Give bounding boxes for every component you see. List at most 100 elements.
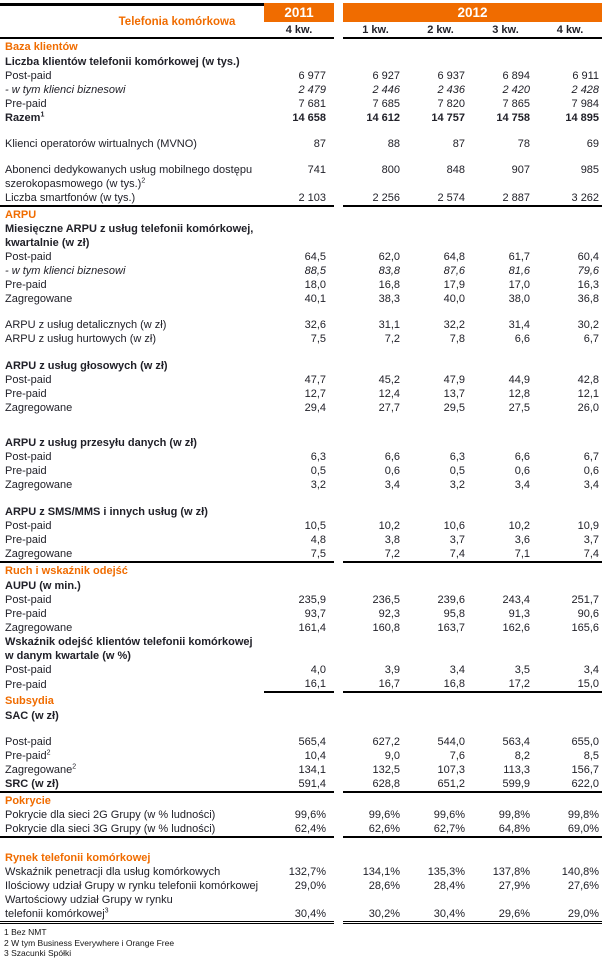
value-cell: 0,5 [310, 465, 326, 477]
value-cell: 2 479 [298, 84, 326, 96]
value-cell: 4,0 [310, 664, 326, 676]
value-cell: 0,6 [514, 465, 530, 477]
spacer-row [0, 723, 602, 735]
value-cell: 7 820 [437, 98, 465, 110]
value-cell: 848 [446, 164, 465, 176]
group-row: SAC (w zł) [0, 708, 602, 723]
footnote: 3 Szacunki Spółki [4, 948, 72, 958]
data-row: Pre-paid 4,8 3,8 3,7 3,6 3,7 [0, 533, 602, 547]
section-row: Pokrycie [0, 793, 602, 808]
value-cell: 60,4 [577, 251, 600, 263]
column-gap [334, 318, 343, 332]
row-label: Post-paid [0, 450, 264, 464]
footnote-marker: 2 [46, 749, 51, 757]
data-row: Zagregowane 161,4 160,8 163,7 162,6 165,6 [0, 621, 602, 635]
value-cell: 87 [313, 138, 326, 150]
column-gap [334, 808, 343, 822]
data-row: - w tym klienci biznesowi 88,5 83,8 87,6 81,… [0, 264, 602, 278]
column-gap [334, 163, 343, 191]
value-cell: 3,8 [384, 534, 400, 546]
spacer-cell [0, 838, 602, 850]
value-cell: 27,6% [567, 880, 600, 892]
row-label: Zagregowane [0, 547, 264, 563]
row-label: Post-paid [0, 735, 264, 749]
value-cell: 81,6 [508, 265, 530, 277]
column-gap [334, 191, 343, 207]
value-cell: 7,4 [538, 547, 602, 563]
kpi-table: Telefonia komórkowa 2011 2012 4 kw. 1 kw… [0, 3, 602, 924]
value-cell: 3,4 [514, 479, 530, 491]
value-cell: 3 262 [538, 191, 602, 207]
spacer-cell [0, 151, 602, 163]
value-cell: 47,9 [443, 374, 465, 386]
footnote-marker: 1 [40, 111, 45, 119]
value-cell: 30,4% [264, 893, 334, 924]
quarter-header: 4 kw. [264, 22, 334, 39]
column-gap [334, 97, 343, 111]
row-label: - w tym klienci biznesowi [0, 264, 264, 278]
row-label: Zagregowane2 [0, 763, 264, 777]
value-cell: 7,8 [449, 333, 465, 345]
value-cell: 140,8% [561, 866, 600, 878]
value-cell: 8,2 [514, 750, 530, 762]
value-cell: 3,7 [583, 534, 600, 546]
group-label-text: Miesięczne ARPU z usług telefonii komórk… [5, 223, 254, 249]
column-gap [334, 83, 343, 97]
value-cell: 135,3% [427, 866, 465, 878]
row-label-text: - w tym klienci biznesowi [5, 265, 126, 277]
row-label-text: Post-paid [5, 736, 52, 748]
value-cell: 32,6 [304, 319, 326, 331]
group-row: ARPU z usług głosowych (w zł) [0, 358, 602, 373]
value-cell: 93,7 [304, 608, 326, 620]
value-cell: 162,6 [502, 622, 530, 634]
value-cell: 40,0 [443, 293, 465, 305]
value-cell: 3,4 [583, 479, 600, 491]
value-cell: 591,4 [264, 777, 334, 793]
row-label-text: Zagregowane [5, 622, 73, 634]
value-cell: 2 420 [502, 84, 530, 96]
value-cell: 7,5 [264, 547, 334, 563]
value-cell: 36,8 [577, 293, 600, 305]
column-gap [334, 749, 343, 763]
section-label: Pokrycie [5, 794, 51, 807]
column-gap [334, 478, 343, 492]
group-label: SAC (w zł) [0, 708, 602, 723]
row-label-text: Pre-paid [5, 98, 47, 110]
value-cell: 29,5 [443, 402, 465, 414]
section-row: Baza klientów [0, 39, 602, 54]
value-cell: 29,6% [473, 893, 538, 924]
value-cell: 239,6 [437, 594, 465, 606]
value-cell: 243,4 [502, 594, 530, 606]
value-cell: 95,8 [443, 608, 465, 620]
value-cell: 27,5 [508, 402, 530, 414]
row-label-text: Ilościowy udział Grupy w rynku telefonii… [5, 880, 259, 892]
value-cell: 90,6 [577, 608, 600, 620]
row-label: Wartościowy udział Grupy w rynku telefon… [0, 893, 264, 924]
column-gap [334, 332, 343, 346]
value-cell: 800 [381, 164, 400, 176]
row-label: Post-paid [0, 519, 264, 533]
row-label-text: Zagregowane [5, 402, 73, 414]
row-label-text: Wartościowy udział Grupy w rynku telefon… [5, 894, 173, 920]
value-cell: 563,4 [502, 736, 530, 748]
group-label-text: Liczba klientów telefonii komórkowej (w … [5, 55, 240, 68]
row-label: ARPU z usług hurtowych (w zł) [0, 332, 264, 346]
group-row: Wskaźnik odejść klientów telefonii komór… [0, 635, 602, 663]
group-label: ARPU z usług głosowych (w zł) [0, 358, 602, 373]
section-row: Subsydia [0, 693, 602, 708]
footnotes: 1 Bez NMT 2 W tym Business Everywhere i … [0, 924, 602, 959]
group-row: ARPU z SMS/MMS i innych usług (w zł) [0, 504, 602, 519]
row-label: Pre-paid [0, 464, 264, 478]
value-cell: 3,5 [514, 664, 530, 676]
value-cell: 14 658 [292, 112, 326, 124]
row-label-text: Klienci operatorów wirtualnych (MVNO) [5, 138, 197, 150]
value-cell: 6,6 [514, 451, 530, 463]
value-cell: 42,8 [577, 374, 600, 386]
row-label: Pokrycie dla sieci 2G Grupy (w % ludnośc… [0, 808, 264, 822]
value-cell: 28,4% [433, 880, 465, 892]
value-cell: 87,6 [443, 265, 465, 277]
value-cell: 8,5 [583, 750, 600, 762]
value-cell: 16,8 [408, 677, 473, 693]
data-row: Zagregowane 40,1 38,3 40,0 38,0 36,8 [0, 292, 602, 306]
value-cell: 7,6 [449, 750, 465, 762]
